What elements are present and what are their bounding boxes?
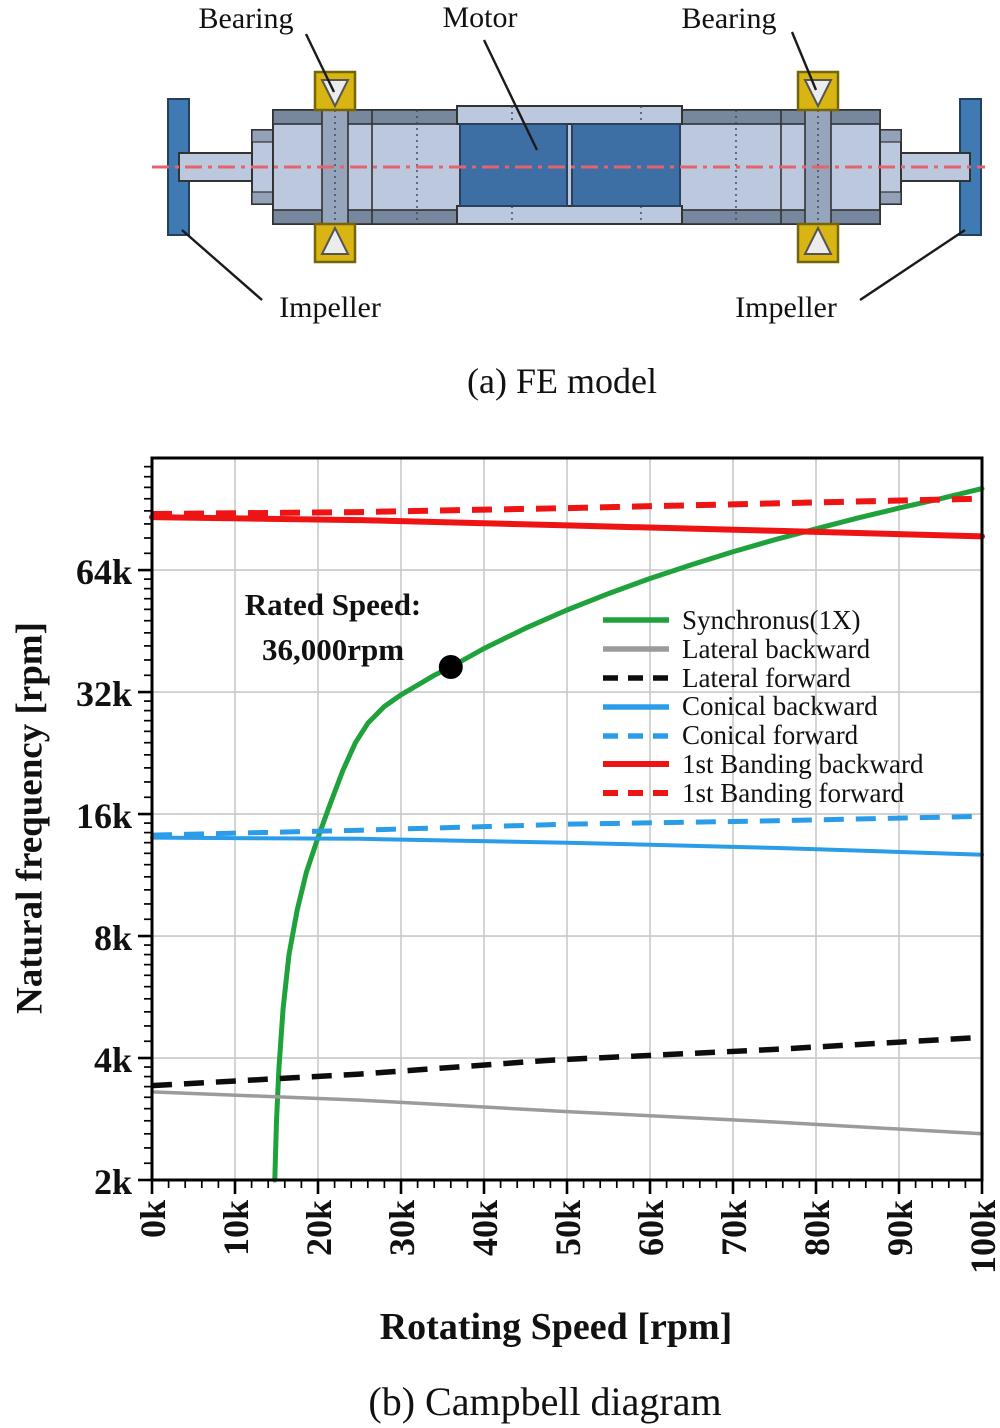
bearing-triangle-icon — [320, 225, 350, 255]
sleeve-cap-bottom-left — [272, 209, 458, 225]
series-lateral-backward — [150, 1090, 984, 1136]
legend-label: Conical forward — [682, 720, 859, 751]
shaft-step-left-shade-top — [251, 129, 274, 143]
y-tick-label: 16k — [76, 796, 132, 836]
series-1st-banding-backward — [149, 514, 985, 540]
motor-block-left — [459, 123, 568, 207]
motor-sleeve-top — [456, 105, 683, 125]
y-tick-label: 4k — [94, 1040, 132, 1080]
chart-legend: Synchronus(1X) Lateral backward Lateral fo… — [601, 606, 923, 808]
label-impeller-right: Impeller — [735, 291, 837, 324]
leader-line-impeller-left — [181, 229, 263, 301]
legend-item: Synchronus(1X) — [601, 606, 923, 635]
series-lateral-forward — [151, 1034, 983, 1089]
legend-sample-line-icon — [603, 790, 669, 797]
series-conical-backward — [150, 835, 984, 857]
x-tick-label: 80k — [797, 1200, 837, 1256]
legend-item: Lateral backward — [601, 633, 923, 664]
shaft-step-left-shade-bottom — [251, 191, 274, 205]
bearing-triangle-icon — [803, 79, 833, 109]
x-tick-label: 60k — [631, 1200, 671, 1256]
legend-sample-line-icon — [603, 761, 669, 768]
legend-item: 1st Banding backward — [601, 750, 923, 779]
label-bearing-right: Bearing — [681, 2, 777, 35]
shaft-step-right-shade-bottom — [879, 191, 902, 205]
rated-speed-annotation-line1: Rated Speed: — [244, 587, 422, 622]
bearing-triangle-icon — [803, 225, 833, 255]
bearing-block-bottom-right — [796, 222, 840, 264]
legend-sample-line-icon — [603, 675, 669, 681]
motor-sleeve-bottom — [456, 205, 683, 225]
rated-speed-annotation-line2: 36,000rpm — [261, 631, 405, 667]
x-tick-label: 100k — [963, 1200, 1000, 1274]
shaft-step-right-shade-top — [879, 129, 902, 143]
bearing-triangle-icon — [320, 79, 350, 109]
legend-label: 1st Banding backward — [682, 748, 924, 779]
series-synchronus-1x — [272, 486, 985, 1183]
sleeve-cap-top-left — [272, 109, 458, 125]
legend-sample-line-icon — [603, 646, 669, 652]
legend-label: 1st Banding forward — [682, 777, 904, 808]
y-tick-label: 2k — [94, 1162, 132, 1202]
x-tick-label: 70k — [714, 1200, 754, 1256]
legend-label: Synchronus(1X) — [682, 605, 861, 635]
panel-a-caption: (a) FE model — [467, 361, 657, 401]
legend-item: 1st Banding forward — [601, 777, 923, 808]
legend-sample-line-icon — [603, 617, 669, 624]
rated-speed-marker — [438, 654, 463, 679]
legend-item: Lateral forward — [601, 662, 923, 693]
x-tick-label: 0k — [133, 1200, 173, 1238]
legend-label: Conical backward — [682, 691, 878, 722]
fe-model-drawing — [152, 31, 985, 301]
x-tick-label: 30k — [382, 1200, 422, 1256]
y-tick-label: 32k — [76, 674, 132, 714]
leader-line-impeller-right — [859, 229, 966, 301]
leader-line-bearing-left — [304, 33, 336, 93]
campbell-diagram-chart: 0k 10k 20k 30k 40k 50k 60k 70k 80k 90k 100k 2k 4k 8k 1… — [76, 456, 1000, 1274]
legend-sample-line-icon — [603, 732, 669, 739]
panel-b-caption: (b) Campbell diagram — [368, 1379, 722, 1424]
x-tick-label: 40k — [465, 1200, 505, 1256]
x-tick-label: 50k — [548, 1200, 588, 1256]
y-tick-label: 64k — [76, 552, 132, 592]
legend-sample-line-icon — [603, 704, 669, 710]
legend-label: Lateral forward — [682, 662, 851, 693]
label-motor: Motor — [442, 1, 518, 34]
x-tick-label: 10k — [216, 1200, 256, 1256]
leader-line-bearing-right — [790, 31, 818, 91]
chart-plot-border — [150, 456, 984, 1182]
leader-line-motor — [482, 39, 539, 151]
x-tick-label: 90k — [880, 1200, 920, 1256]
legend-item: Conical forward — [601, 721, 923, 750]
y-axis-label: Natural frequency [rpm] — [9, 622, 51, 1014]
rated-speed-dot-icon — [438, 654, 463, 679]
motor-block-right — [571, 123, 681, 207]
legend-item: Conical backward — [601, 692, 923, 721]
label-impeller-left: Impeller — [279, 291, 381, 324]
series-conical-forward — [151, 813, 983, 838]
chart-tick-labels: 0k 10k 20k 30k 40k 50k 60k 70k 80k 90k 100k 2k 4k 8k 1… — [76, 552, 1000, 1274]
rated-speed-annotation: Rated Speed: 36,000rpm — [245, 583, 422, 673]
x-axis-label: Rotating Speed [rpm] — [379, 1306, 733, 1348]
label-bearing-left: Bearing — [198, 2, 294, 35]
series-1st-banding-forward — [151, 495, 983, 517]
legend-label: Lateral backward — [682, 633, 871, 664]
y-tick-label: 8k — [94, 918, 132, 958]
x-tick-label: 20k — [299, 1200, 339, 1256]
